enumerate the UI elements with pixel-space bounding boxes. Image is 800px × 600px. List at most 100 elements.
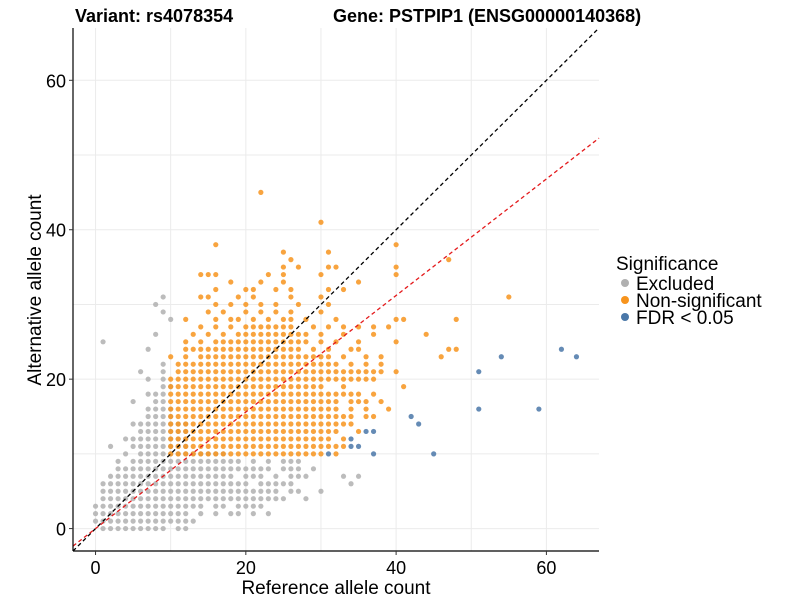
data-point [130,458,136,464]
data-point [213,436,219,442]
data-point [295,384,302,390]
data-point [220,309,226,315]
y-tick-label: 0 [56,520,66,540]
data-point [265,406,271,412]
data-point [235,421,241,427]
data-point [295,466,302,472]
data-point [273,286,279,293]
data-point [288,473,294,479]
data-point [355,346,362,352]
data-point [393,264,399,270]
data-point [190,458,196,464]
data-point [198,354,204,360]
data-point [145,466,151,472]
data-point [325,376,332,382]
data-point [220,436,226,442]
data-point [190,481,196,487]
data-point [273,488,279,494]
data-point [288,391,294,397]
data-point [355,324,362,330]
data-point [160,436,166,442]
data-point [213,511,219,517]
data-point [295,398,302,405]
data-point [273,331,279,337]
data-point [280,316,286,322]
data-point [243,361,249,367]
data-point [138,503,144,509]
data-point [355,339,362,345]
x-tick-label: 20 [236,558,256,578]
data-point [160,428,166,435]
data-point [273,301,279,308]
data-point [100,496,106,502]
data-point [355,473,362,479]
data-point [160,511,166,517]
data-point [235,294,241,300]
data-point [446,346,452,352]
data-point [370,369,377,375]
data-point [175,384,181,390]
data-point [115,458,121,464]
data-point [370,324,377,330]
data-point [370,451,377,457]
data-point [303,361,309,367]
data-point [333,428,339,435]
data-point [340,384,347,390]
data-point [175,361,181,367]
data-point [153,451,159,457]
data-point [280,428,286,435]
data-point [213,316,219,322]
data-point [333,406,339,412]
data-point [303,376,309,382]
data-point [280,384,286,390]
data-point [213,384,219,390]
data-point [250,436,256,442]
reference-line-fit [72,137,600,547]
data-point [220,428,226,435]
x-tick-label: 60 [536,558,556,578]
data-point [175,481,181,487]
data-point [183,369,189,375]
data-point [258,436,264,442]
data-point [288,466,294,472]
data-point [243,436,249,442]
data-point [325,451,332,457]
data-point [198,384,204,390]
data-point [318,421,324,427]
data-point [168,503,174,509]
data-point [318,451,324,457]
data-point [145,451,151,457]
data-point [183,346,189,352]
data-point [168,384,174,390]
data-point [235,496,241,502]
data-point [348,346,354,352]
data-point [288,428,294,435]
data-point [228,361,234,367]
data-point [288,451,294,457]
data-point [258,398,264,405]
data-point [130,481,136,487]
data-point [348,361,354,367]
data-point [288,481,294,487]
data-point [333,451,339,457]
data-point [235,436,241,442]
data-point [190,391,196,397]
data-point [303,436,309,442]
data-point [408,413,414,420]
data-point [138,451,144,457]
data-point [280,451,286,457]
data-point [340,443,347,449]
data-point [235,406,241,412]
data-point [310,436,317,442]
data-point [250,398,256,405]
data-point [138,458,144,464]
data-point [303,369,309,375]
series-excluded [92,294,362,532]
legend-marker-nonsig [621,296,629,304]
data-point [265,271,271,278]
data-point [160,518,166,524]
data-point [205,436,211,442]
data-point [273,369,279,375]
data-point [228,398,234,405]
data-point [303,331,309,337]
